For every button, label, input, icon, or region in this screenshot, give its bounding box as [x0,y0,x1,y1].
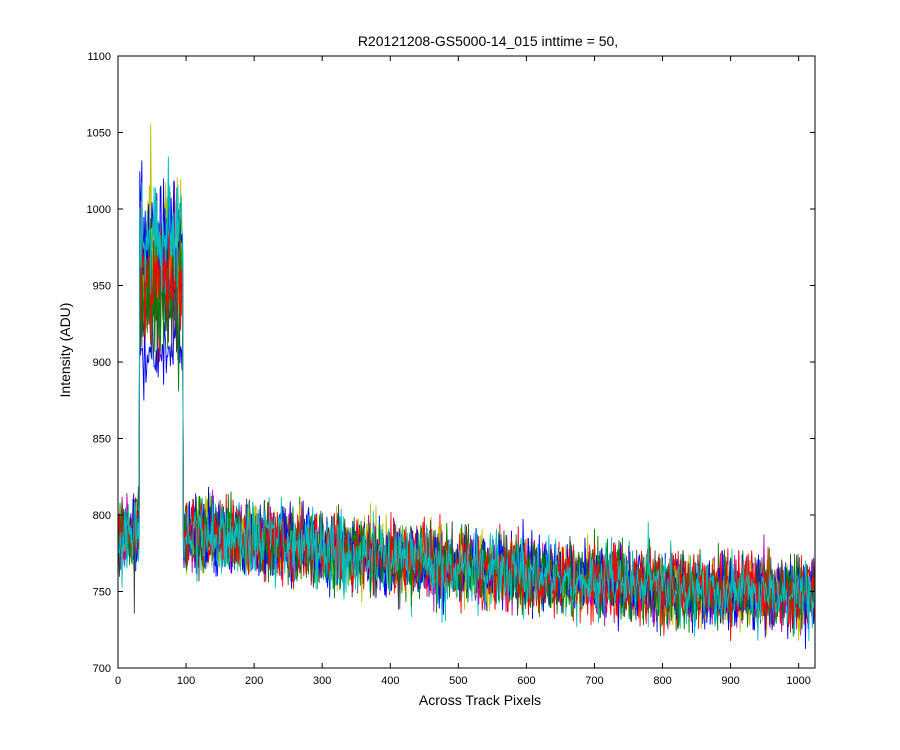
y-tick-label: 900 [93,357,111,369]
y-tick-label: 700 [93,663,111,675]
y-tick-label: 1100 [87,51,111,63]
x-tick-label: 900 [721,675,739,687]
y-axis-ticks: 700 750 800 850 900 950 1000 1050 1100 [87,51,815,675]
x-tick-label: 700 [585,675,603,687]
y-tick-label: 850 [93,434,111,446]
plot-area [117,55,816,669]
series-group [117,123,815,649]
x-tick-label: 600 [517,675,535,687]
chart-title: R20121208-GS5000-14_015 inttime = 50, [358,33,618,49]
y-tick-label: 1000 [87,204,111,216]
y-tick-label: 800 [93,510,111,522]
x-tick-label: 1000 [786,675,810,687]
x-tick-label: 200 [245,675,263,687]
y-tick-label: 1050 [87,128,111,140]
x-axis-label: Across Track Pixels [419,692,541,708]
series-line-11 [117,156,815,642]
y-axis-label: Intensity (ADU) [57,303,73,398]
y-tick-label: 950 [93,281,111,293]
x-axis-ticks: 0 100 200 300 400 500 600 700 800 900 1000 [115,56,811,687]
x-tick-label: 400 [381,675,399,687]
x-tick-label: 800 [653,675,671,687]
x-tick-label: 500 [449,675,467,687]
x-tick-label: 100 [177,675,195,687]
series-line-10 [117,228,815,642]
y-tick-label: 750 [93,587,111,599]
x-tick-label: 300 [313,675,331,687]
x-tick-label: 0 [115,675,121,687]
